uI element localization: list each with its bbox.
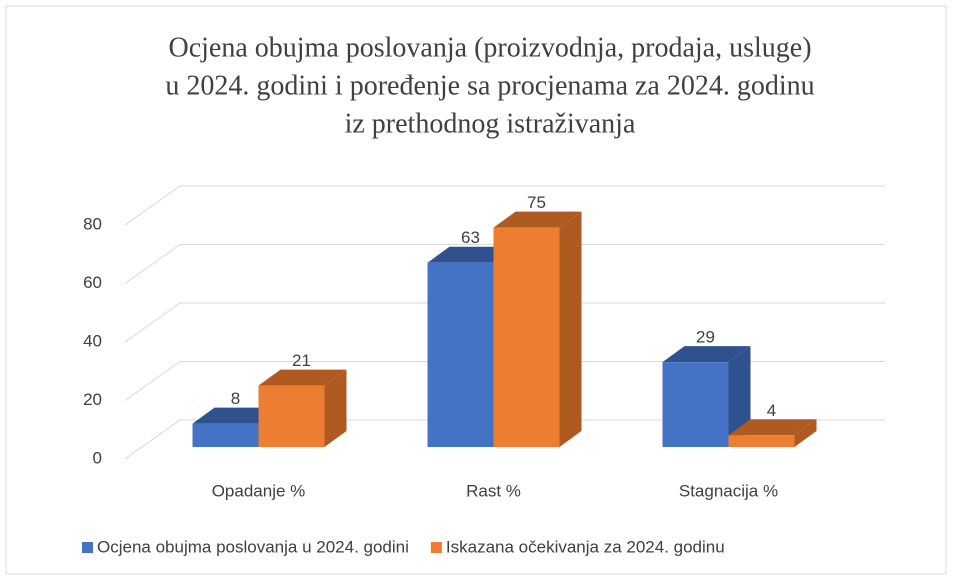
grid-line bbox=[124, 361, 885, 401]
data-label: 75 bbox=[527, 193, 546, 212]
bar-top bbox=[728, 419, 817, 436]
chart-title: Ocjena obujma poslovanja (proizvodnja, p… bbox=[168, 32, 811, 63]
bar-front bbox=[258, 385, 325, 447]
grid-line bbox=[124, 419, 885, 460]
x-tick-label: Stagnacija % bbox=[679, 481, 778, 500]
legend-swatch bbox=[430, 542, 442, 553]
bar-side bbox=[728, 346, 751, 447]
y-tick-label: 20 bbox=[83, 390, 102, 409]
legend-swatch bbox=[82, 542, 93, 553]
data-label: 29 bbox=[696, 328, 715, 347]
bar-side bbox=[559, 211, 582, 447]
bar bbox=[662, 346, 751, 447]
x-tick-label: Rast % bbox=[466, 481, 521, 500]
chart-title: iz prethodnog istraživanja bbox=[345, 108, 636, 139]
bar-top bbox=[493, 211, 582, 228]
bar-side bbox=[794, 419, 817, 447]
x-tick-label: Opadanje % bbox=[212, 481, 306, 500]
data-label: 8 bbox=[231, 389, 240, 408]
y-tick-label: 40 bbox=[83, 331, 102, 350]
y-tick-label: 0 bbox=[93, 448, 102, 467]
bar bbox=[258, 369, 347, 447]
data-label: 63 bbox=[461, 228, 480, 247]
y-tick-label: 80 bbox=[83, 214, 102, 233]
grid-line bbox=[124, 302, 885, 343]
bar-top bbox=[662, 346, 751, 363]
legend-label: Iskazana očekivanja za 2024. godinu bbox=[446, 537, 725, 556]
bar-side bbox=[324, 369, 347, 447]
grid-line bbox=[124, 185, 885, 226]
y-tick-label: 60 bbox=[83, 273, 102, 292]
bar-front bbox=[427, 262, 494, 447]
data-label: 4 bbox=[767, 401, 776, 420]
bar-front bbox=[728, 435, 795, 447]
data-label: 21 bbox=[292, 351, 311, 370]
chart-title: u 2024. godini i poređenje sa procjenama… bbox=[165, 70, 814, 101]
bar-top bbox=[258, 369, 347, 386]
legend-label: Ocjena obujma poslovanja u 2024. godini bbox=[97, 537, 409, 556]
grid-line bbox=[124, 244, 885, 284]
bar-front bbox=[493, 227, 560, 447]
bar-front bbox=[662, 362, 729, 447]
bar bbox=[728, 419, 817, 447]
bar bbox=[493, 211, 582, 447]
bar-front bbox=[192, 423, 259, 447]
